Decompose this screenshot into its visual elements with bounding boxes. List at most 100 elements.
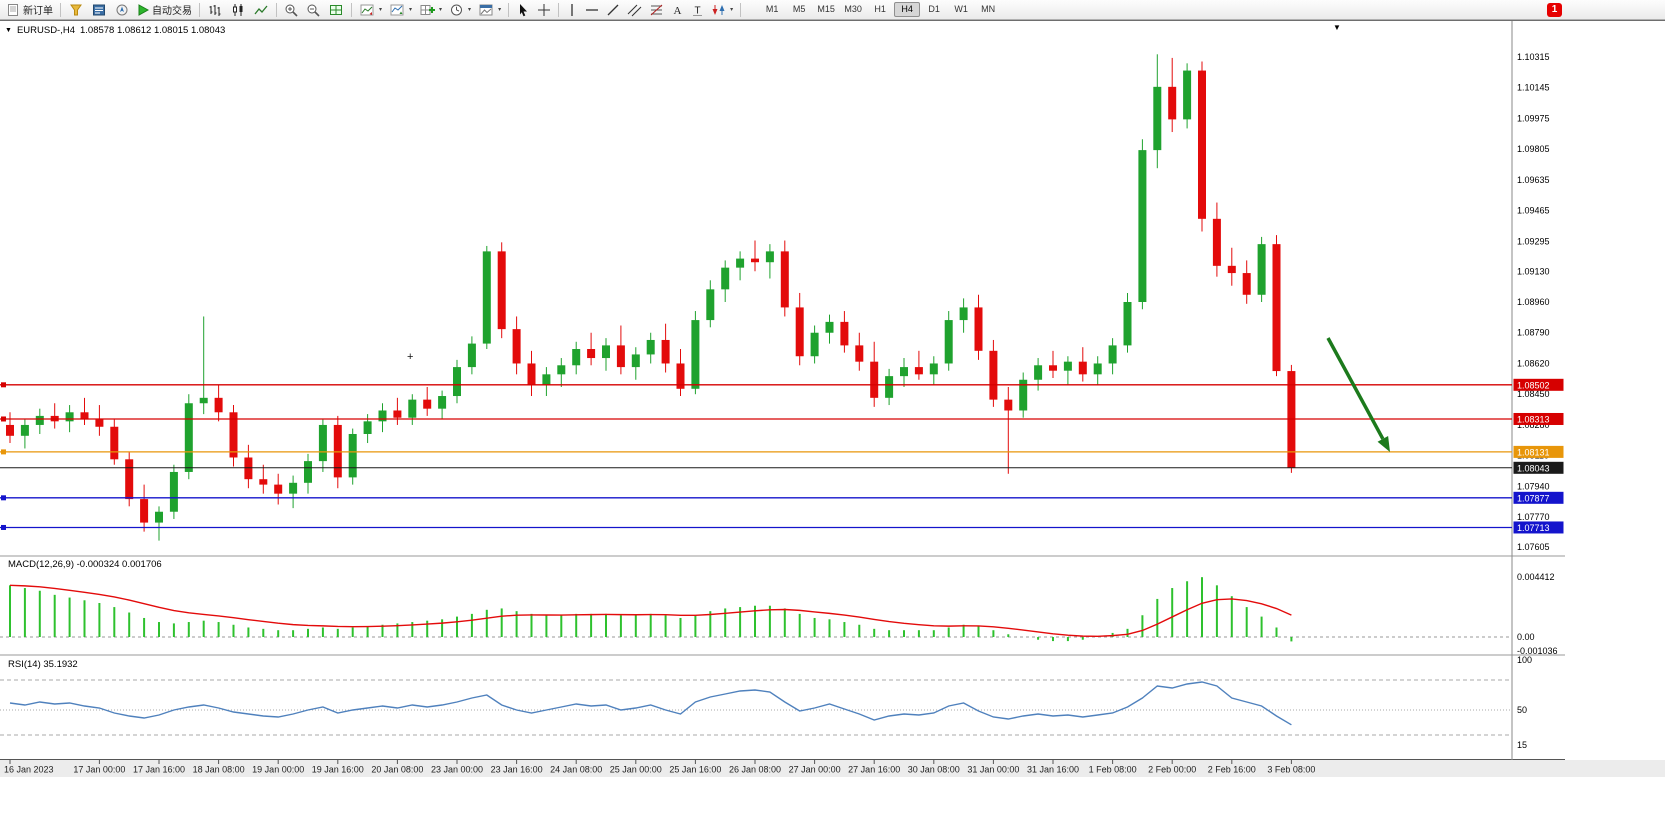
- notification-badge[interactable]: 1: [1547, 2, 1562, 17]
- timeframe-button-h4[interactable]: H4: [894, 2, 921, 17]
- tile-windows-button[interactable]: [325, 1, 347, 18]
- fibonacci-icon: [650, 4, 663, 15]
- candle-body: [1272, 244, 1281, 372]
- text-button[interactable]: A: [668, 1, 687, 18]
- candle-body: [438, 396, 447, 409]
- dropdown-caret-icon: ▾: [730, 7, 734, 13]
- candle-body: [557, 365, 566, 375]
- indicator-list-button[interactable]: ▾: [386, 1, 415, 18]
- profile-button[interactable]: [65, 1, 87, 18]
- level-handle[interactable]: [1, 416, 6, 422]
- chart-title: ▼ EURUSD-,H4 1.08578 1.08612 1.08015 1.0…: [5, 25, 225, 36]
- candle-body: [661, 339, 670, 364]
- indicators-button[interactable]: ▾: [356, 1, 385, 18]
- new-order-label: 新订单: [23, 6, 53, 17]
- time-label: 23 Jan 16:00: [491, 765, 543, 775]
- candle-body: [140, 499, 149, 523]
- trend-arrow-head[interactable]: [1377, 435, 1390, 452]
- time-label: 19 Jan 16:00: [312, 765, 364, 775]
- candle-body: [1212, 218, 1221, 266]
- timeframe-button-h1[interactable]: H1: [867, 2, 893, 17]
- tile-windows-icon: [330, 4, 342, 15]
- candle-body: [974, 307, 983, 351]
- objects-collapse-triangle-icon[interactable]: ▼: [5, 27, 12, 34]
- vertical-line-button[interactable]: [563, 1, 581, 18]
- candle-body: [95, 419, 104, 427]
- text-icon: A: [674, 5, 682, 17]
- time-label: 17 Jan 16:00: [133, 765, 185, 775]
- timeframe-button-m15[interactable]: M15: [813, 2, 839, 17]
- price-tick-label: 1.09635: [1517, 175, 1550, 185]
- add-indicator-button[interactable]: ▾: [416, 1, 445, 18]
- candle-body: [616, 345, 625, 368]
- candle-body: [989, 350, 998, 400]
- line-chart-icon: [254, 5, 268, 14]
- new-order-button[interactable]: 新订单: [3, 1, 56, 18]
- candle-body: [1168, 86, 1177, 120]
- equidistant-channel-button[interactable]: [624, 1, 645, 18]
- macd-signal-line: [9, 584, 1292, 638]
- timeframe-button-m1[interactable]: M1: [759, 2, 785, 17]
- zoom-out-button[interactable]: [303, 1, 324, 18]
- level-handle[interactable]: [1, 495, 6, 501]
- text-label-button[interactable]: T: [688, 1, 707, 18]
- candle-body: [1242, 273, 1251, 295]
- cross-marker[interactable]: +: [407, 351, 413, 363]
- fibonacci-button[interactable]: [646, 1, 667, 18]
- price-tick-label: 1.09295: [1517, 236, 1550, 246]
- toolbar: 新订单 自动交易: [0, 0, 1665, 20]
- cursor-icon: [520, 3, 528, 16]
- level-handle[interactable]: [1, 382, 6, 388]
- trendline-button[interactable]: [603, 1, 623, 18]
- price-tag-label: 1.08502: [1517, 380, 1550, 390]
- profile-icon: [70, 4, 82, 15]
- horizontal-line-icon: [586, 8, 599, 11]
- price-tick-label: 1.09975: [1517, 113, 1550, 123]
- auto-trading-button[interactable]: 自动交易: [134, 1, 195, 18]
- line-chart-button[interactable]: [250, 1, 272, 18]
- macd-layer: [9, 577, 1293, 642]
- price-scale[interactable]: [1512, 21, 1565, 760]
- bar-chart-button[interactable]: [204, 1, 226, 18]
- crosshair-button[interactable]: [534, 1, 554, 18]
- candle-body: [184, 403, 193, 472]
- cursor-button[interactable]: [513, 1, 533, 18]
- timeframe-button-mn[interactable]: MN: [975, 2, 1001, 17]
- arrows-button[interactable]: ▾: [708, 1, 736, 18]
- candlestick-chart-button[interactable]: [227, 1, 249, 18]
- chart-dropdown-caret-icon[interactable]: ▼: [1333, 23, 1341, 32]
- zoom-in-button[interactable]: [281, 1, 302, 18]
- time-axis-strip[interactable]: [0, 760, 1665, 777]
- navigator-icon: [116, 4, 128, 15]
- horizontal-line-button[interactable]: [582, 1, 602, 18]
- macd-label: MACD(12,26,9) -0.000324 0.001706: [8, 559, 162, 570]
- time-label: 2 Feb 16:00: [1208, 765, 1256, 775]
- time-scale[interactable]: [0, 760, 1512, 777]
- navigator-button[interactable]: [111, 1, 133, 18]
- candle-body: [1049, 365, 1057, 371]
- period-button[interactable]: ▾: [446, 1, 474, 18]
- timeframe-button-d1[interactable]: D1: [921, 2, 947, 17]
- indicator-list-icon: [390, 4, 404, 15]
- timeframe-button-m5[interactable]: M5: [786, 2, 812, 17]
- price-tick-label: 1.08790: [1517, 328, 1550, 338]
- trend-arrow-annotation[interactable]: [1326, 337, 1385, 440]
- templates-button[interactable]: ▾: [475, 1, 504, 18]
- toolbar-separator: [60, 2, 61, 17]
- trendline-icon: [607, 4, 619, 15]
- market-watch-button[interactable]: [88, 1, 110, 18]
- candle-body: [333, 424, 342, 478]
- timeframe-button-m30[interactable]: M30: [840, 2, 866, 17]
- time-label: 1 Feb 08:00: [1089, 765, 1137, 775]
- level-handle[interactable]: [1, 524, 6, 530]
- price-tick-label: 1.10145: [1517, 83, 1550, 93]
- time-label: 24 Jan 08:00: [550, 765, 602, 775]
- arrows-icon: [712, 4, 725, 15]
- candle-body: [721, 267, 730, 290]
- timeframe-button-w1[interactable]: W1: [948, 2, 974, 17]
- candle-body: [1093, 363, 1102, 375]
- price-tag-label: 1.07877: [1517, 493, 1550, 503]
- bar-chart-icon: [209, 4, 221, 16]
- level-handle[interactable]: [1, 449, 6, 455]
